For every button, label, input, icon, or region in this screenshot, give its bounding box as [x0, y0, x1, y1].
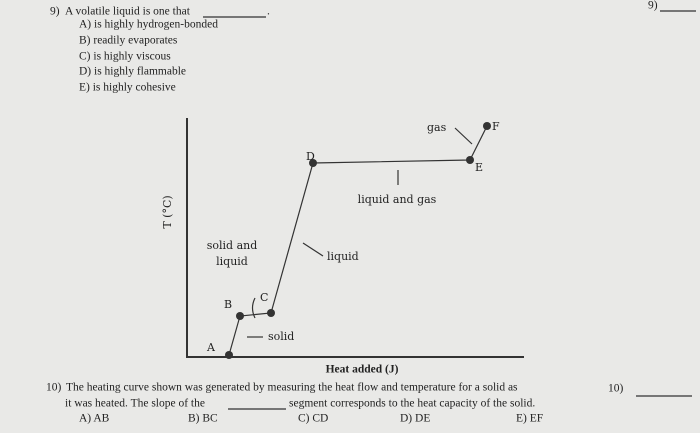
region-label: liquid — [327, 250, 359, 263]
point — [483, 122, 491, 130]
q9-number: 9) — [50, 6, 60, 18]
region-label: solid and — [207, 239, 258, 252]
x-axis-label: Heat added (J) — [326, 364, 399, 376]
region-label: gas — [427, 121, 447, 134]
q10-number: 10) — [46, 382, 62, 394]
q10-answer-label: 10) — [608, 383, 624, 395]
point — [466, 156, 474, 164]
pointer — [454, 127, 473, 145]
q10-option: D) DE — [400, 413, 430, 425]
q9-option: D) is highly flammable — [79, 66, 186, 78]
q10-option: E) EF — [516, 413, 543, 425]
q10-stem: segment corresponds to the heat capacity… — [289, 398, 535, 410]
pointer — [302, 242, 324, 257]
q10-option: B) BC — [188, 413, 218, 425]
point — [309, 159, 317, 167]
region-label: solid — [268, 330, 294, 343]
y-axis-label: T (°C) — [161, 195, 174, 228]
q9-stem-end: . — [267, 6, 270, 18]
q9-option: A) is highly hydrogen-bonded — [79, 19, 218, 31]
q10-option: A) AB — [79, 413, 110, 425]
point-label: E — [475, 161, 483, 174]
q10-stem: it was heated. The slope of the — [65, 398, 205, 410]
region-label: liquid and gas — [358, 193, 437, 206]
region-label: liquid — [216, 255, 248, 268]
q9-option: C) is highly viscous — [79, 51, 171, 63]
heating-curve — [228, 125, 488, 356]
point-label: B — [224, 298, 232, 311]
q10-stem: The heating curve shown was generated by… — [66, 382, 518, 394]
q9-option: E) is highly cohesive — [79, 82, 176, 94]
q9-stem: A volatile liquid is one that — [65, 6, 191, 18]
q9-answer-label: 9) — [648, 0, 658, 12]
point — [267, 309, 275, 317]
q9-option: B) readily evaporates — [79, 35, 178, 47]
point-label: D — [306, 150, 315, 163]
point-label: A — [206, 341, 216, 354]
point-label: F — [492, 120, 500, 133]
q10-option: C) CD — [298, 413, 328, 425]
point-label: C — [260, 291, 268, 304]
point — [236, 312, 244, 320]
pointer — [251, 297, 256, 319]
point — [225, 351, 233, 359]
